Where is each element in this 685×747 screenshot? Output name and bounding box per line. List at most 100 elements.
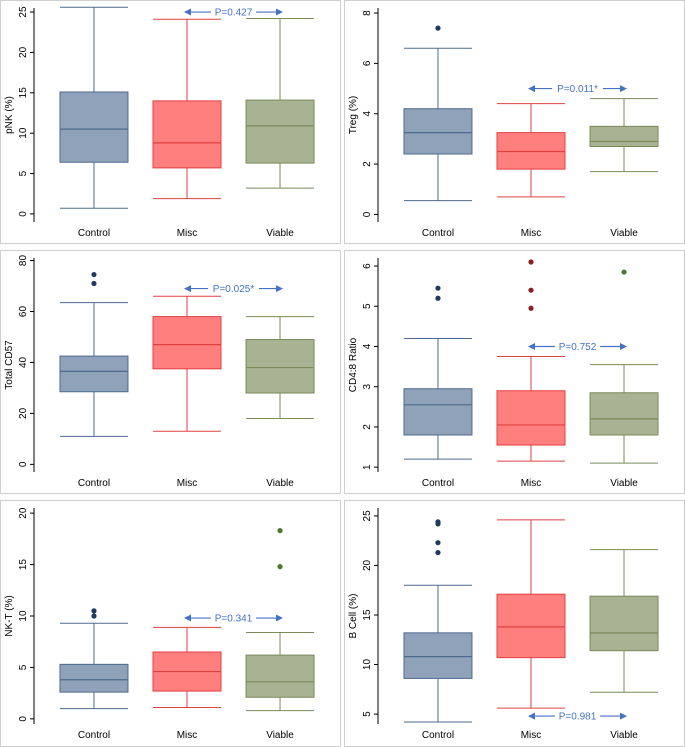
y-tick-label: 5 <box>362 711 373 717</box>
panel-frame <box>0 500 341 747</box>
annotation-bg <box>208 281 259 294</box>
arrow-right-icon <box>276 285 284 293</box>
y-tick-label: 1 <box>362 464 373 470</box>
arrow-left-icon <box>184 8 191 16</box>
box-control <box>59 271 129 437</box>
outlier-point <box>91 271 97 278</box>
x-category-label: Viable <box>266 228 294 239</box>
significance-annotation: P=0.011* <box>528 81 628 95</box>
outlier-point <box>528 259 534 265</box>
y-tick-label: 20 <box>18 507 29 519</box>
annotation-bg <box>552 81 603 94</box>
chart-panel: 1 2 3 4 5 6 CD4:8 Ratio Control Misc Viable P=0.75… <box>344 250 685 494</box>
outlier-point <box>91 608 97 614</box>
y-axis-label: Total CD57 <box>4 340 15 390</box>
iqr-box <box>496 390 566 446</box>
y-tick-label: 0 <box>362 211 373 217</box>
significance-annotation: P=0.981 <box>528 709 628 723</box>
outlier-point <box>435 295 441 301</box>
x-category-label: Control <box>78 730 110 741</box>
x-category-label: Control <box>422 228 454 239</box>
arrow-left-icon <box>528 342 535 350</box>
x-category-label: Misc <box>177 228 198 239</box>
chart-panel: 0 20 40 60 80 Total CD57 Control Misc Viable P=0.… <box>0 250 341 494</box>
outlier-point <box>528 287 534 293</box>
box-control <box>403 519 473 723</box>
y-axis-label: CD4:8 Ratio <box>348 337 359 392</box>
arrow-right-icon <box>620 712 628 720</box>
iqr-box <box>152 100 222 169</box>
arrow-right-icon <box>276 8 284 16</box>
outlier-point <box>435 549 441 556</box>
box-control <box>403 25 473 202</box>
y-tick-label: 5 <box>362 303 373 309</box>
outlier-point <box>435 25 441 31</box>
annotation-bg <box>554 709 601 722</box>
outlier-point <box>621 269 627 275</box>
y-tick-label: 15 <box>18 559 29 571</box>
x-category-label: Viable <box>610 478 638 489</box>
box-control <box>59 6 129 209</box>
iqr-box <box>403 108 473 155</box>
y-tick-label: 60 <box>18 306 29 318</box>
y-axis-label: pNK (%) <box>4 96 15 134</box>
outlier-point <box>277 564 283 570</box>
significance-annotation: P=0.025* <box>184 281 284 295</box>
iqr-box <box>59 663 129 693</box>
y-tick-label: 10 <box>362 659 373 671</box>
chart-panel: 0 2 4 6 8 Treg (%) Control Misc Viable P=0.011* <box>344 0 685 244</box>
p-value-label: P=0.025* <box>213 284 255 295</box>
y-tick-label: 8 <box>362 10 373 16</box>
y-tick-label: 15 <box>362 609 373 621</box>
iqr-box <box>496 593 566 659</box>
x-category-label: Misc <box>521 478 542 489</box>
box-misc <box>496 103 566 198</box>
y-tick-label: 40 <box>18 356 29 368</box>
iqr-box <box>59 91 129 163</box>
y-tick-label: 3 <box>362 384 373 390</box>
arrow-left-icon <box>184 614 191 622</box>
x-category-label: Viable <box>610 228 638 239</box>
x-category-label: Control <box>78 228 110 239</box>
p-value-label: P=0.427 <box>215 8 253 19</box>
significance-annotation: P=0.341 <box>184 611 284 625</box>
outlier-point <box>277 528 283 534</box>
x-category-label: Viable <box>610 730 638 741</box>
y-tick-label: 6 <box>362 263 373 269</box>
box-misc <box>152 626 222 709</box>
arrow-right-icon <box>620 85 628 93</box>
p-value-label: P=0.011* <box>557 84 598 95</box>
y-tick-label: 25 <box>362 510 373 522</box>
chart-panel: 0 5 10 15 20 25 pNK (%) Control Misc Viable P=0.42… <box>0 0 341 244</box>
box-control <box>59 608 129 710</box>
y-tick-label: 10 <box>18 610 29 622</box>
y-axis-label: NK-T (%) <box>4 595 15 636</box>
x-category-label: Viable <box>266 478 294 489</box>
chart-panel: 0 5 10 15 20 NK-T (%) Control Misc Viable P=0.341 <box>0 500 341 747</box>
y-tick-label: 4 <box>362 343 373 349</box>
outlier-point <box>528 305 534 311</box>
iqr-box <box>245 339 315 394</box>
y-tick-label: 0 <box>18 716 29 722</box>
x-category-label: Misc <box>177 478 198 489</box>
box-misc <box>496 259 566 462</box>
annotation-bg <box>210 5 257 18</box>
box-viable <box>589 98 659 173</box>
y-tick-label: 2 <box>362 424 373 430</box>
y-tick-label: 80 <box>18 255 29 267</box>
x-category-label: Viable <box>266 730 294 741</box>
panel-frame <box>344 250 685 494</box>
y-tick-label: 5 <box>18 170 29 176</box>
y-tick-label: 20 <box>18 407 29 419</box>
y-axis-label: B Cell (%) <box>348 593 359 638</box>
x-category-label: Misc <box>521 228 542 239</box>
box-control <box>403 285 473 460</box>
y-tick-label: 5 <box>18 664 29 670</box>
y-tick-label: 2 <box>362 161 373 167</box>
iqr-box <box>496 132 566 170</box>
y-tick-label: 0 <box>18 211 29 217</box>
arrow-left-icon <box>184 285 191 293</box>
y-tick-label: 15 <box>18 87 29 99</box>
x-category-label: Misc <box>177 730 198 741</box>
